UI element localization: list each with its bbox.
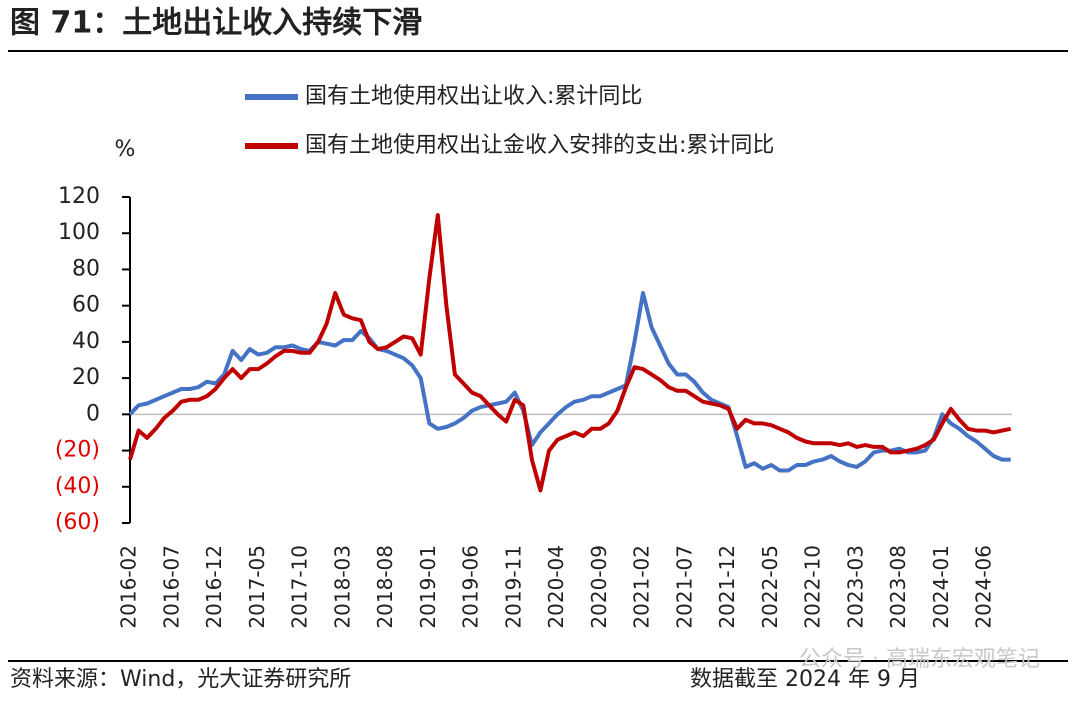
y-tick-label: 100 xyxy=(58,220,100,245)
x-tick-label: 2018-08 xyxy=(373,545,397,629)
x-tick-label: 2024-01 xyxy=(929,545,953,629)
x-tick-label: 2022-05 xyxy=(758,545,782,629)
y-tick-label: 120 xyxy=(58,184,100,209)
x-tick-label: 2017-10 xyxy=(288,545,312,629)
y-tick-label: 0 xyxy=(86,401,100,426)
x-tick-label: 2019-01 xyxy=(416,545,440,629)
y-tick-label: 40 xyxy=(72,329,100,354)
chart-title: 图 71：土地出让收入持续下滑 xyxy=(10,6,422,41)
x-tick-label: 2018-03 xyxy=(330,545,354,629)
legend-label: 国有土地使用权出让金收入安排的支出:累计同比 xyxy=(305,133,774,158)
source: 资料来源：Wind，光大证券研究所 xyxy=(10,667,351,692)
x-tick-label: 2016-12 xyxy=(202,545,226,629)
x-tick-label: 2023-08 xyxy=(886,545,910,629)
watermark: 公众号 · 高瑞东宏观笔记 xyxy=(799,647,1040,672)
y-tick-label: 60 xyxy=(72,293,100,318)
x-tick-label: 2024-06 xyxy=(972,545,996,629)
x-tick-label: 2016-07 xyxy=(159,545,183,629)
x-tick-label: 2021-02 xyxy=(630,545,654,629)
y-tick-label: 80 xyxy=(72,256,100,281)
x-tick-label: 2017-05 xyxy=(245,545,269,629)
x-tick-label: 2020-04 xyxy=(544,545,568,629)
x-tick-label: 2021-07 xyxy=(672,545,696,629)
y-tick-label: (40) xyxy=(55,474,100,499)
legend-label: 国有土地使用权出让收入:累计同比 xyxy=(305,84,642,109)
y-unit: % xyxy=(115,137,136,162)
series-line xyxy=(128,213,1012,493)
x-tick-label: 2023-03 xyxy=(843,545,867,629)
x-tick-label: 2020-09 xyxy=(587,545,611,629)
x-tick-label: 2019-06 xyxy=(459,545,483,629)
y-tick-label: 20 xyxy=(72,365,100,390)
x-tick-label: 2022-10 xyxy=(801,545,825,629)
x-tick-label: 2016-02 xyxy=(117,545,141,629)
note: 数据截至 2024 年 9 月 xyxy=(690,667,920,692)
y-tick-label: (60) xyxy=(55,510,100,535)
x-tick-label: 2021-12 xyxy=(715,545,739,629)
x-tick-label: 2019-11 xyxy=(501,545,525,629)
series-line xyxy=(128,291,1011,473)
y-tick-label: (20) xyxy=(55,438,100,463)
